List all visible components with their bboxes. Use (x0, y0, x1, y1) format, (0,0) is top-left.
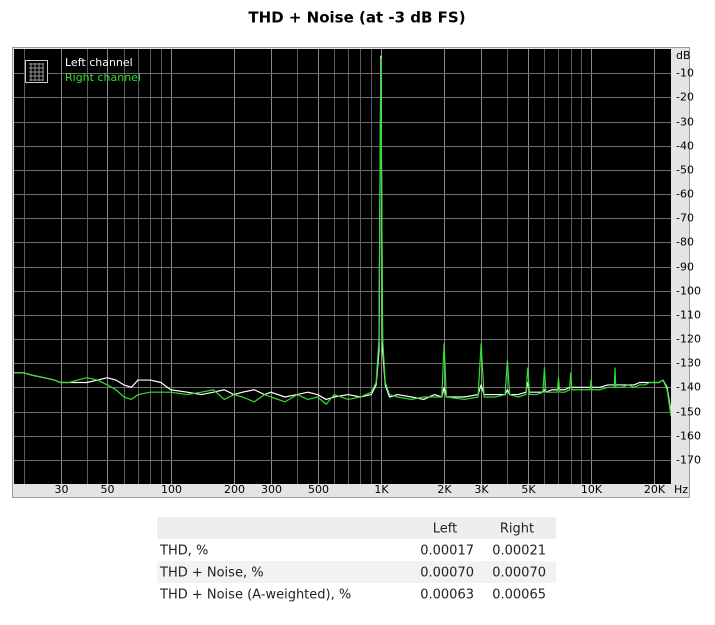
y-tick-label: -150 (676, 406, 701, 419)
cell-value: 0.00063 (420, 588, 474, 603)
y-tick-label: -100 (676, 285, 701, 298)
cell-value: 0.00065 (492, 588, 546, 603)
x-tick-label: 200 (224, 483, 245, 496)
cell-value: 0.00070 (492, 566, 546, 581)
y-tick-label: -50 (676, 164, 694, 177)
y-tick-label: -160 (676, 430, 701, 443)
y-tick-label: -40 (676, 140, 694, 153)
x-tick-label: 50 (101, 483, 115, 496)
column-header: Right (500, 522, 534, 537)
y-tick-label: -70 (676, 212, 694, 225)
y-axis-label: dB (676, 49, 691, 62)
table-header-bg (157, 517, 556, 539)
y-tick-label: -60 (676, 188, 694, 201)
x-tick-label: 3K (474, 483, 489, 496)
legend-icon-grid (29, 63, 44, 81)
x-tick-label: 20K (644, 483, 666, 496)
plot-area (14, 49, 671, 484)
y-tick-label: -140 (676, 381, 701, 394)
axes: 30 50 100 200 300 500 1K 2K 3K 5K 10K 20K -10 -20 -30 -… (55, 49, 701, 496)
chart-title: THD + Noise (at -3 dB FS) (248, 9, 465, 27)
y-tick-label: -80 (676, 236, 694, 249)
y-tick-label: -20 (676, 91, 694, 104)
legend-label: Right channel (65, 71, 141, 84)
column-header: Left (433, 522, 457, 537)
x-tick-label: 1K (374, 483, 389, 496)
y-tick-label: -110 (676, 309, 701, 322)
grid (14, 49, 671, 484)
x-tick-label: 500 (308, 483, 329, 496)
cell-value: 0.00070 (420, 566, 474, 581)
cell-value: 0.00017 (420, 544, 474, 559)
y-tick-label: -30 (676, 116, 694, 129)
series-line (14, 58, 671, 417)
y-tick-label: -90 (676, 261, 694, 274)
y-tick-label: -170 (676, 454, 701, 467)
row-label: THD + Noise (A-weighted), % (159, 588, 351, 603)
x-tick-label: 2K (437, 483, 452, 496)
table: Left Right THD, % 0.00017 0.00021 THD + Noise… (157, 517, 556, 605)
legend-label: Left channel (65, 56, 133, 69)
x-tick-label: 300 (261, 483, 282, 496)
table-row-bg (157, 539, 556, 561)
y-tick-label: -130 (676, 357, 701, 370)
x-tick-label: 100 (161, 483, 182, 496)
legend: Left channel Right channel (25, 56, 141, 84)
y-tick-label: -10 (676, 67, 694, 80)
cell-value: 0.00021 (492, 544, 546, 559)
row-label: THD + Noise, % (159, 566, 264, 581)
x-tick-label: 5K (521, 483, 536, 496)
table-row-bg (157, 561, 556, 583)
x-axis-label: Hz (674, 483, 688, 496)
x-tick-label: 10K (581, 483, 603, 496)
row-label: THD, % (159, 544, 208, 559)
lines (14, 55, 671, 417)
x-tick-label: 30 (55, 483, 69, 496)
y-tick-label: -120 (676, 333, 701, 346)
table-row-bg (157, 583, 556, 605)
